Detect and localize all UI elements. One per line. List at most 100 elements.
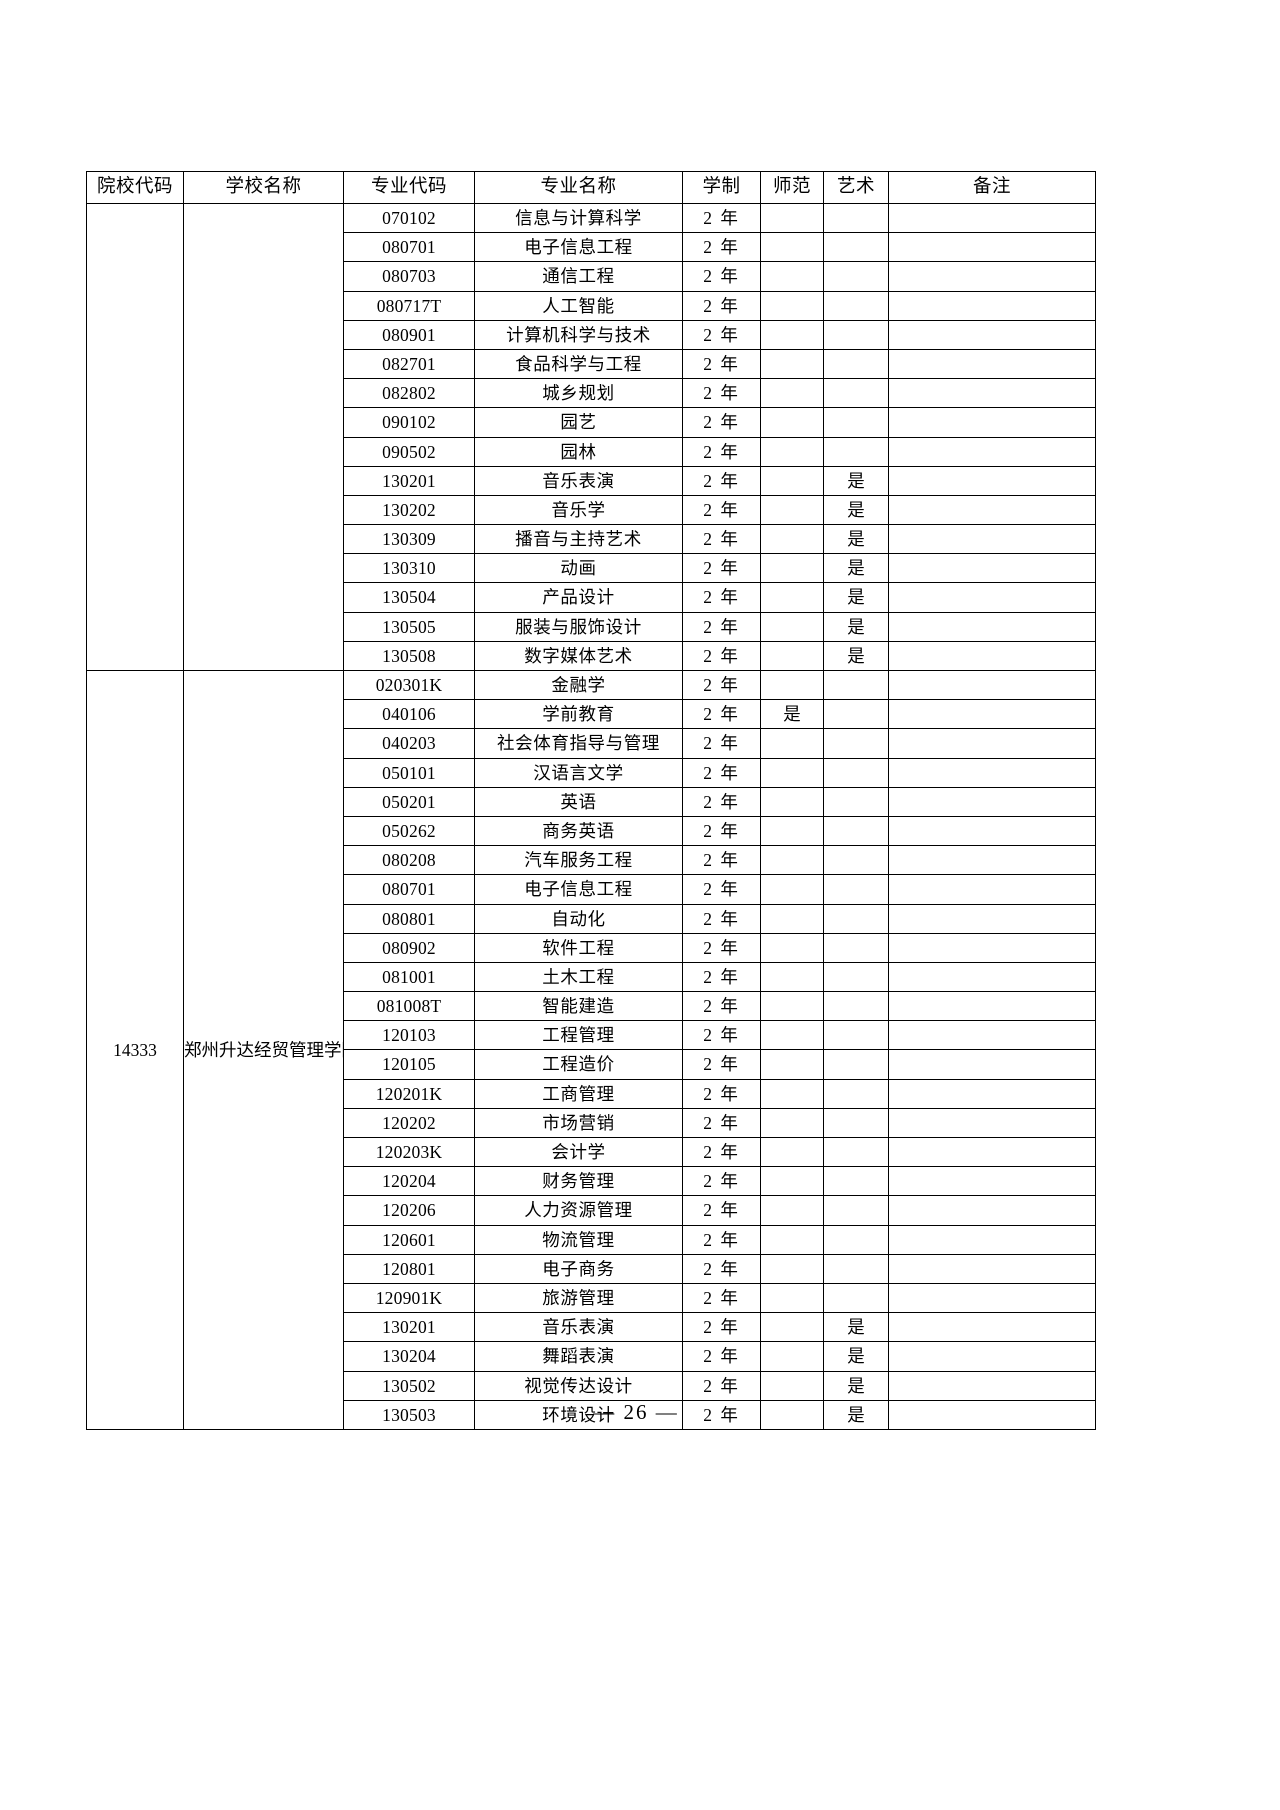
major-code-cell: 080208 xyxy=(343,845,475,876)
normal-flag-cell xyxy=(760,815,824,847)
table-row: 120202 市场营销 2 年 xyxy=(87,1107,1096,1139)
table-row: 130502 视觉传达设计 2 年 是 xyxy=(87,1370,1096,1401)
art-flag-cell: 是 xyxy=(823,582,889,613)
duration-cell: 2 年 xyxy=(682,261,761,292)
major-code-cell: 082701 xyxy=(343,348,475,380)
table-row: 130504 产品设计 2 年 是 xyxy=(87,582,1096,613)
duration-cell: 2 年 xyxy=(682,494,761,526)
duration-cell: 2 年 xyxy=(682,1253,761,1284)
major-name-cell: 英语 xyxy=(474,786,683,817)
remark-cell xyxy=(888,932,1096,963)
major-code-cell: 120203K xyxy=(343,1136,475,1168)
remark-cell xyxy=(888,699,1096,730)
normal-flag-cell xyxy=(760,553,824,584)
remark-cell xyxy=(888,1078,1096,1109)
major-code-cell: 120901K xyxy=(343,1282,475,1314)
normal-flag-cell xyxy=(760,932,824,963)
normal-flag-cell xyxy=(760,874,824,905)
art-flag-cell xyxy=(823,202,889,234)
table-row: 130309 播音与主持艺术 2 年 是 xyxy=(87,524,1096,555)
major-code-cell: 050101 xyxy=(343,757,475,788)
table-row: 120201K 工商管理 2 年 xyxy=(87,1078,1096,1109)
art-flag-cell xyxy=(823,1107,889,1139)
art-flag-cell: 是 xyxy=(823,524,889,555)
art-flag-cell xyxy=(823,1078,889,1109)
duration-cell: 2 年 xyxy=(682,202,761,234)
major-code-cell: 081001 xyxy=(343,961,475,993)
major-code-cell: 130309 xyxy=(343,524,475,555)
school-code-cell: 14333 xyxy=(86,670,184,1430)
remark-cell xyxy=(888,553,1096,584)
major-code-cell: 130505 xyxy=(343,611,475,642)
duration-cell: 2 年 xyxy=(682,1107,761,1139)
duration-cell: 2 年 xyxy=(682,903,761,934)
major-name-cell: 食品科学与工程 xyxy=(474,348,683,380)
major-name-cell: 产品设计 xyxy=(474,582,683,613)
normal-flag-cell xyxy=(760,582,824,613)
normal-flag-cell: 是 xyxy=(760,699,824,730)
art-flag-cell xyxy=(823,669,889,701)
art-flag-cell: 是 xyxy=(823,1399,889,1430)
major-code-cell: 130201 xyxy=(343,1312,475,1343)
table-row: 120105 工程造价 2 年 xyxy=(87,1049,1096,1080)
major-code-cell: 040106 xyxy=(343,699,475,730)
major-code-cell: 080701 xyxy=(343,232,475,263)
art-flag-cell: 是 xyxy=(823,465,889,496)
normal-flag-cell xyxy=(760,1166,824,1197)
remark-cell xyxy=(888,261,1096,292)
major-name-cell: 学前教育 xyxy=(474,699,683,730)
column-header-school-name: 学校名称 xyxy=(183,171,344,204)
page-footer: — 26 — xyxy=(0,1400,1280,1425)
normal-flag-cell xyxy=(760,524,824,555)
art-flag-cell xyxy=(823,1020,889,1051)
major-code-cell: 120206 xyxy=(343,1195,475,1226)
major-code-cell: 081008T xyxy=(343,991,475,1022)
major-code-cell: 080703 xyxy=(343,261,475,292)
table-row: 14333 郑州升达经贸管理学院 020301K 金融学 2 年 xyxy=(86,669,1096,1430)
art-flag-cell xyxy=(823,1224,889,1255)
art-flag-cell xyxy=(823,961,889,993)
remark-cell xyxy=(888,524,1096,555)
major-name-cell: 金融学 xyxy=(474,669,683,701)
major-name-cell: 视觉传达设计 xyxy=(474,1370,683,1401)
duration-cell: 2 年 xyxy=(682,1136,761,1168)
remark-cell xyxy=(888,1195,1096,1226)
art-flag-cell xyxy=(823,261,889,292)
duration-cell: 2 年 xyxy=(682,378,761,409)
art-flag-cell xyxy=(823,903,889,934)
table-row: 080801 自动化 2 年 xyxy=(87,903,1096,934)
normal-flag-cell xyxy=(760,1049,824,1080)
table-row: 080717T 人工智能 2 年 xyxy=(87,290,1096,321)
major-name-cell: 电子商务 xyxy=(474,1253,683,1284)
normal-flag-cell xyxy=(760,786,824,817)
remark-cell xyxy=(888,1136,1096,1168)
table-row: 050262 商务英语 2 年 xyxy=(87,815,1096,847)
normal-flag-cell xyxy=(760,961,824,993)
remark-cell xyxy=(888,874,1096,905)
art-flag-cell xyxy=(823,874,889,905)
major-code-cell: 080902 xyxy=(343,932,475,963)
table-row: 040203 社会体育指导与管理 2 年 xyxy=(87,728,1096,759)
duration-cell: 2 年 xyxy=(682,786,761,817)
major-name-cell: 土木工程 xyxy=(474,961,683,993)
major-name-cell: 工程管理 xyxy=(474,1020,683,1051)
art-flag-cell: 是 xyxy=(823,494,889,526)
major-code-cell: 120103 xyxy=(343,1020,475,1051)
art-flag-cell: 是 xyxy=(823,1370,889,1401)
table-row: 130503 环境设计 2 年是 xyxy=(87,1399,1096,1430)
major-name-cell: 物流管理 xyxy=(474,1224,683,1255)
table-row: 082802 城乡规划 2 年 xyxy=(87,378,1096,409)
duration-cell: 2 年 xyxy=(682,728,761,759)
art-flag-cell xyxy=(823,757,889,788)
school-code-cell xyxy=(86,203,184,671)
table-row: 120203K 会计学 2 年 xyxy=(87,1136,1096,1168)
art-flag-cell: 是 xyxy=(823,640,889,672)
table-row: 081008T 智能建造 2 年 xyxy=(87,991,1096,1022)
table-row: 130201 音乐表演 2 年 是 xyxy=(87,465,1096,496)
remark-cell xyxy=(888,1253,1096,1284)
school-name-cell xyxy=(183,203,344,671)
major-name-cell: 智能建造 xyxy=(474,991,683,1022)
major-name-cell: 财务管理 xyxy=(474,1166,683,1197)
major-code-cell: 080901 xyxy=(343,319,475,350)
duration-cell: 2 年 xyxy=(682,407,761,438)
